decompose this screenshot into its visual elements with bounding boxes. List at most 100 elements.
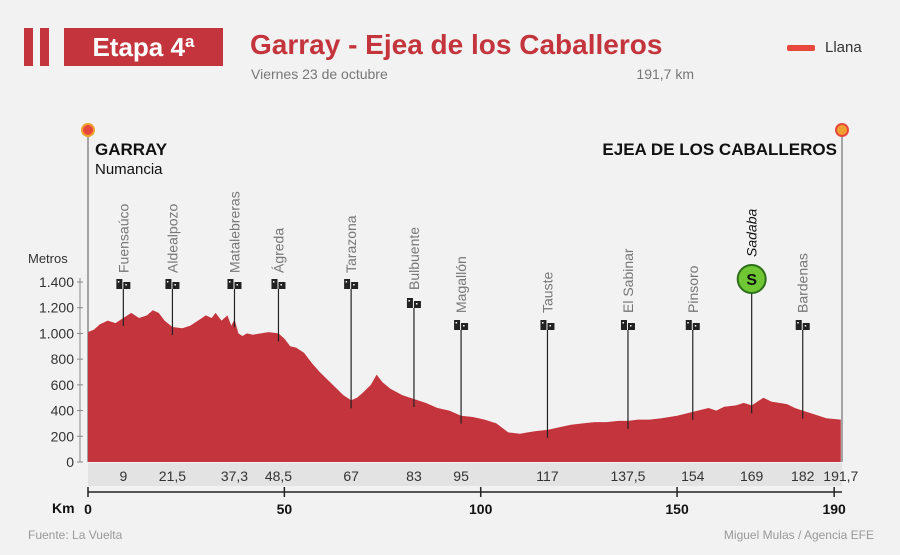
town-icon-block xyxy=(227,279,234,289)
source-note: Fuente: La Vuelta xyxy=(28,528,123,542)
decor-bar xyxy=(40,28,49,66)
waypoint-name: El Sabinar xyxy=(620,248,636,313)
start-subtitle: Numancia xyxy=(95,161,163,178)
town-icon-window xyxy=(408,300,410,302)
town-icon-window xyxy=(804,325,807,327)
town-icon-block xyxy=(344,279,351,289)
waypoint-name: Matalebreras xyxy=(226,191,242,273)
waypoint-name: Aldealpozo xyxy=(164,204,180,273)
elevation-profile xyxy=(88,310,841,462)
y-axis-label: Metros xyxy=(28,251,68,266)
km-label: 169 xyxy=(740,468,764,484)
legend-label: Llana xyxy=(825,39,862,56)
start-city: GARRAY xyxy=(95,140,168,159)
town-icon-window xyxy=(629,325,632,327)
town-icon xyxy=(344,279,359,289)
finish-city: EJEA DE LOS CABALLEROS xyxy=(602,140,837,159)
sprint-letter: S xyxy=(746,272,757,289)
waypoint-name: Bardenas xyxy=(795,253,811,313)
town-icon xyxy=(685,320,700,330)
town-icon-block xyxy=(620,320,627,330)
stage-badge: Etapa 4ª xyxy=(64,28,223,66)
km-label: 182 xyxy=(791,468,815,484)
x-tick-label: 100 xyxy=(469,501,493,517)
town-icon-window xyxy=(272,281,275,283)
waypoint-name: Tauste xyxy=(539,272,555,313)
stage-decor-bars xyxy=(24,28,49,66)
waypoint-name: Sadaba xyxy=(744,209,760,257)
town-icon-window xyxy=(236,284,238,286)
town-icon xyxy=(795,320,810,330)
town-icon-block xyxy=(685,320,692,330)
waypoint-name: Tarazona xyxy=(343,215,359,273)
town-icon-window xyxy=(125,284,127,286)
waypoint-name: Magallón xyxy=(453,256,469,313)
town-icon-window xyxy=(549,325,551,327)
town-icon-block xyxy=(454,320,461,330)
x-axis-label: Km xyxy=(52,500,75,516)
town-icon-window xyxy=(280,284,282,286)
credit-note: Miguel Mulas / Agencia EFE xyxy=(723,528,874,542)
y-tick-label: 1.000 xyxy=(39,325,74,341)
town-icon-block xyxy=(116,279,123,289)
start-marker-icon xyxy=(81,123,95,137)
y-tick-label: 1.400 xyxy=(39,274,74,290)
waypoint-name: Bulbuente xyxy=(406,227,422,290)
town-icon xyxy=(406,298,421,308)
x-tick-label: 150 xyxy=(665,501,689,517)
km-label: 67 xyxy=(343,468,359,484)
town-icon xyxy=(165,279,180,289)
town-icon-window xyxy=(687,322,689,324)
finish-flag-icon xyxy=(835,123,849,137)
town-icon-block xyxy=(795,320,802,330)
town-icon-window xyxy=(353,284,355,286)
town-icon-window xyxy=(694,325,697,327)
y-tick-label: 200 xyxy=(51,428,75,444)
km-label: 137,5 xyxy=(610,468,645,484)
decor-bar xyxy=(24,28,33,66)
legend-swatch xyxy=(787,44,815,51)
x-tick-label: 50 xyxy=(277,501,293,517)
km-label: 48,5 xyxy=(265,468,292,484)
km-label: 95 xyxy=(453,468,469,484)
waypoint-name: Ágreda xyxy=(270,228,286,273)
town-icon-window xyxy=(415,303,418,305)
town-icon-block xyxy=(271,279,278,289)
y-tick-label: 600 xyxy=(51,377,75,393)
town-icon-window xyxy=(463,325,465,327)
x-tick-label: 0 xyxy=(84,501,92,517)
stage-distance: 191,7 km xyxy=(636,66,694,82)
km-label: 117 xyxy=(536,468,559,484)
km-label: 37,3 xyxy=(221,468,248,484)
town-icon-block xyxy=(540,320,547,330)
km-label: 191,7 xyxy=(823,468,858,484)
y-tick-label: 800 xyxy=(51,351,75,367)
town-icon-window xyxy=(345,281,348,283)
waypoint-name: Pinsoro xyxy=(685,265,701,313)
stage-title: Garray - Ejea de los Caballeros xyxy=(250,29,663,60)
town-icon-window xyxy=(117,281,120,283)
y-tick-label: 400 xyxy=(51,403,75,419)
town-icon xyxy=(620,320,635,330)
stage-date: Viernes 23 de octubre xyxy=(251,66,388,82)
town-icon-window xyxy=(622,322,624,324)
town-icon xyxy=(540,320,555,330)
town-icon-window xyxy=(797,322,799,324)
town-icon-block xyxy=(165,279,172,289)
y-tick-label: 1.200 xyxy=(39,300,74,316)
km-label: 154 xyxy=(681,468,705,484)
town-icon xyxy=(116,279,131,289)
town-icon xyxy=(454,320,469,330)
town-icon-block xyxy=(406,298,413,308)
sprint-icon xyxy=(736,264,767,294)
x-tick-label: 190 xyxy=(822,501,846,517)
town-icon xyxy=(227,279,242,289)
km-label: 21,5 xyxy=(159,468,186,484)
legend: Llana xyxy=(787,39,862,56)
y-tick-label: 0 xyxy=(66,454,74,470)
km-label: 83 xyxy=(406,468,422,484)
town-icon-window xyxy=(166,281,169,283)
km-strip xyxy=(88,463,842,486)
town-icon-window xyxy=(228,281,231,283)
